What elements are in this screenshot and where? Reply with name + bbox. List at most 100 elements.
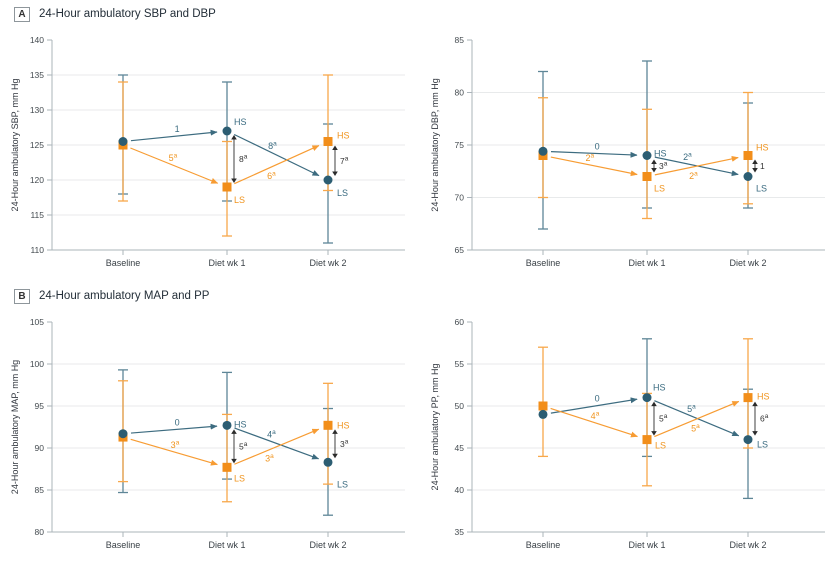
x-axis: Baseline Diet wk 1 Diet wk 2 xyxy=(472,531,825,550)
data-point-circle xyxy=(538,146,548,156)
arrow-label: 8a xyxy=(268,141,277,152)
group-label-hs: HS xyxy=(234,117,247,127)
y-tick-label: 40 xyxy=(455,485,465,495)
data-points xyxy=(118,420,333,472)
point-labels: HS LS HS LS xyxy=(654,143,769,194)
y-tick-label: 105 xyxy=(30,317,44,327)
error-bars xyxy=(538,60,753,230)
y-tick-label: 95 xyxy=(35,401,45,411)
x-tick-label: Diet wk 1 xyxy=(628,258,665,268)
error-bars xyxy=(538,338,753,500)
chart-sbp: 110 115 120 125 130 135 140 Baseline Diet wk 1 Di… xyxy=(0,26,410,278)
arrow-label: 5a xyxy=(169,153,178,164)
y-tick-label: 110 xyxy=(30,245,44,255)
difference-label: 3a xyxy=(659,161,668,172)
difference-label: 5a xyxy=(659,413,668,424)
data-point-circle xyxy=(323,175,333,185)
difference-label: 6a xyxy=(760,413,769,424)
y-tick-label: 80 xyxy=(35,527,45,537)
group-label-hs: HS xyxy=(337,420,350,430)
group-label-hs: HS xyxy=(337,131,350,141)
error-bars xyxy=(118,369,333,516)
difference-arrows: 8a 7a xyxy=(231,135,349,183)
chart-svg: 110 115 120 125 130 135 140 Baseline Diet wk 1 Di… xyxy=(10,35,405,268)
arrow-label: 2a xyxy=(689,170,698,181)
x-axis: Baseline Diet wk 1 Diet wk 2 xyxy=(472,249,825,268)
x-axis: Baseline Diet wk 1 Diet wk 2 xyxy=(52,531,405,550)
data-point-circle xyxy=(323,457,333,467)
y-axis: 35 40 45 50 55 60 xyxy=(455,317,473,537)
x-tick-label: Baseline xyxy=(526,540,561,550)
gridlines xyxy=(472,363,825,491)
y-tick-label: 65 xyxy=(455,245,465,255)
y-axis-label: 24-Hour ambulatory MAP, mm Hg xyxy=(10,360,20,494)
difference-arrows: 5a 3a xyxy=(231,429,349,464)
y-axis: 80 85 90 95 100 105 xyxy=(30,317,53,537)
y-tick-label: 80 xyxy=(455,88,465,98)
y-tick-label: 140 xyxy=(30,35,44,45)
y-axis-label: 24-Hour ambulatory PP, mm Hg xyxy=(430,364,440,491)
difference-arrows: 3a 1 xyxy=(651,159,765,173)
data-point-circle xyxy=(743,172,753,181)
x-tick-label: Baseline xyxy=(106,258,141,268)
group-label-ls: LS xyxy=(757,440,768,450)
panel-a-header: A 24-Hour ambulatory SBP and DBP xyxy=(14,6,216,22)
chart-svg: 65 70 75 80 85 Baseline Diet wk 1 Diet wk 2 24-H… xyxy=(430,35,825,268)
data-points xyxy=(538,393,753,445)
x-tick-label: Diet wk 1 xyxy=(628,540,665,550)
arrow-label: 5a xyxy=(687,404,696,415)
difference-label: 7a xyxy=(340,155,349,166)
y-axis: 110 115 120 125 130 135 140 xyxy=(30,35,53,255)
group-label-ls: LS xyxy=(337,479,348,489)
y-tick-label: 70 xyxy=(455,193,465,203)
y-axis-label: 24-Hour ambulatory SBP, mm Hg xyxy=(10,79,20,212)
y-tick-label: 100 xyxy=(30,359,44,369)
chart-svg: 80 85 90 95 100 105 Baseline Diet wk 1 Diet wk 2… xyxy=(10,317,405,550)
data-point-circle xyxy=(538,409,548,419)
data-point-square xyxy=(222,182,232,192)
difference-label: 1 xyxy=(760,161,765,171)
x-tick-label: Baseline xyxy=(106,540,141,550)
y-tick-label: 35 xyxy=(455,527,465,537)
arrow-label: 4a xyxy=(267,429,276,440)
y-tick-label: 120 xyxy=(30,175,44,185)
arrow-label: 5a xyxy=(691,423,700,434)
difference-arrows: 5a 6a xyxy=(651,401,769,436)
panel-b-title: 24-Hour ambulatory MAP and PP xyxy=(39,290,210,302)
y-axis-label: 24-Hour ambulatory DBP, mm Hg xyxy=(430,78,440,211)
panel-b-header: B 24-Hour ambulatory MAP and PP xyxy=(14,288,209,304)
y-tick-label: 130 xyxy=(30,105,44,115)
y-tick-label: 60 xyxy=(455,317,465,327)
data-point-circle xyxy=(743,435,753,445)
difference-label: 5a xyxy=(239,441,248,452)
y-tick-label: 115 xyxy=(30,210,44,220)
gridlines xyxy=(52,363,405,491)
data-point-circle xyxy=(642,393,652,403)
data-point-circle xyxy=(118,429,128,439)
data-point-square xyxy=(642,172,652,181)
error-bars xyxy=(118,74,333,244)
y-tick-label: 55 xyxy=(455,359,465,369)
gridlines xyxy=(52,74,405,216)
group-label-ls: LS xyxy=(234,195,245,205)
arrow-label: 0 xyxy=(595,394,600,404)
difference-label: 8a xyxy=(239,154,248,165)
group-label-hs: HS xyxy=(757,392,770,402)
arrow-label: 2a xyxy=(585,152,594,163)
data-point-square xyxy=(538,401,548,411)
point-labels: HS LS HS LS xyxy=(234,419,350,489)
y-tick-label: 135 xyxy=(30,70,44,80)
arrow-label: 2a xyxy=(683,151,692,162)
panel-b-tag: B xyxy=(14,288,30,304)
arrow-label: 6a xyxy=(267,170,276,181)
panel-a-title: 24-Hour ambulatory SBP and DBP xyxy=(39,8,216,20)
change-arrows: 1 5a 8a 6a xyxy=(130,124,320,185)
data-point-circle xyxy=(222,126,232,136)
arrow-label: 4a xyxy=(591,410,600,421)
arrow-label: 0 xyxy=(595,141,600,151)
chart-svg: 35 40 45 50 55 60 Baseline Diet wk 1 Diet wk 2 24… xyxy=(430,317,825,550)
chart-map: 80 85 90 95 100 105 Baseline Diet wk 1 Diet wk 2… xyxy=(0,308,410,560)
data-point-circle xyxy=(118,137,128,146)
panel-a-tag: A xyxy=(14,6,30,22)
data-point-circle xyxy=(642,151,652,160)
